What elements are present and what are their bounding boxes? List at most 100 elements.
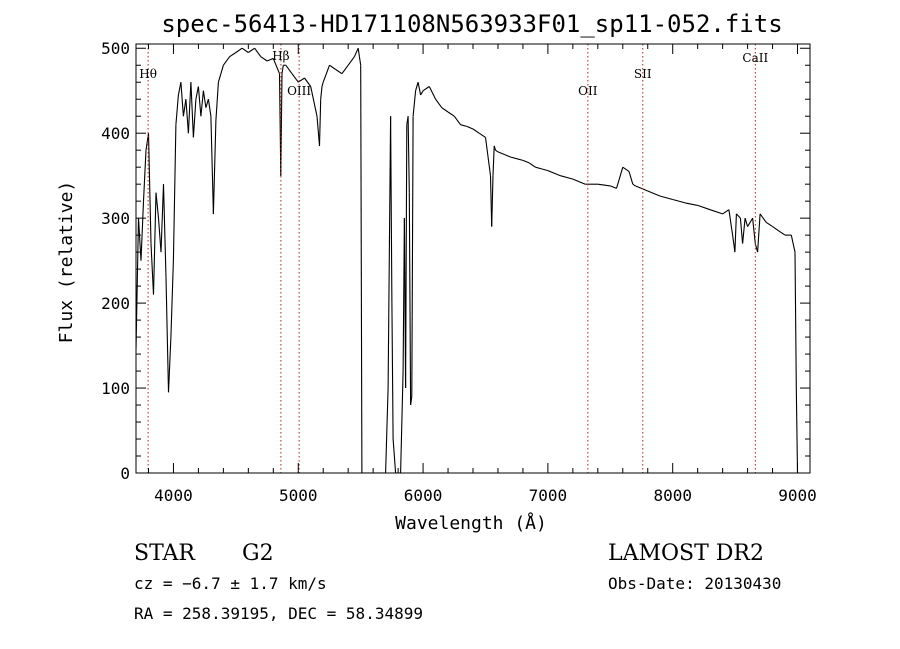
spectrum-segment bbox=[197, 86, 202, 117]
spectrum-segment bbox=[390, 116, 393, 304]
spectrum-segment bbox=[736, 213, 741, 219]
plot-frame bbox=[135, 43, 811, 474]
spectrum-segment bbox=[742, 218, 746, 244]
spectrum-segment bbox=[212, 120, 217, 214]
spectrum-layer bbox=[136, 47, 799, 473]
spectrum-segment bbox=[400, 371, 404, 473]
spectrum-segment bbox=[422, 86, 430, 92]
spectrum-segment bbox=[412, 90, 417, 117]
spectrum-segment bbox=[522, 159, 530, 164]
spectrum-segment bbox=[272, 58, 281, 74]
chart-title: spec-56413-HD171108N563933F01_sp11-052.f… bbox=[161, 10, 782, 38]
spectrum-segment bbox=[140, 201, 145, 261]
spectrum-segment bbox=[752, 218, 756, 244]
spectrum-segment bbox=[155, 192, 160, 219]
spectrum-segment bbox=[739, 218, 744, 244]
spectrum-segment bbox=[572, 178, 586, 185]
spectrum-segment bbox=[207, 99, 212, 117]
x-tick-label: 8000 bbox=[653, 486, 692, 505]
y-tick-label: 300 bbox=[101, 209, 130, 228]
spectrum-segment bbox=[162, 184, 167, 278]
spectrum-segment bbox=[266, 57, 274, 62]
spectrum-segment bbox=[175, 94, 179, 125]
spectrum-segment bbox=[142, 150, 147, 202]
spectrum-segment bbox=[229, 52, 237, 58]
y-tick-label: 200 bbox=[101, 294, 130, 313]
spectrum-segment bbox=[220, 65, 224, 74]
spectrum-segment bbox=[260, 56, 268, 62]
spectrum-segment bbox=[190, 82, 194, 138]
spectrum-segment bbox=[410, 396, 413, 406]
spectrum-segment bbox=[241, 47, 249, 53]
spectrum-segment bbox=[187, 82, 192, 134]
observation-date: Obs-Date: 20130430 bbox=[608, 574, 781, 593]
spectrum-segment bbox=[794, 252, 797, 389]
spectrum-segment bbox=[157, 218, 162, 253]
spectrum-segment bbox=[478, 132, 486, 138]
x-tick-label: 9000 bbox=[778, 486, 817, 505]
x-tick-label: 4000 bbox=[154, 486, 193, 505]
x-tick-label: 5000 bbox=[279, 486, 318, 505]
spectrum-segment bbox=[528, 162, 536, 168]
spectrum-segment bbox=[170, 260, 174, 338]
spectrum-segment bbox=[205, 99, 209, 108]
line-label: CaII bbox=[742, 51, 768, 65]
object-subclass: G2 bbox=[242, 541, 274, 566]
spectrum-segment bbox=[291, 73, 299, 83]
spectrum-segment bbox=[405, 124, 408, 389]
spectrum-segment bbox=[322, 65, 331, 83]
spectrum-segment bbox=[210, 116, 214, 214]
spectrum-segment bbox=[759, 213, 767, 223]
spectrum-segment bbox=[360, 65, 363, 473]
ra-dec: RA = 258.39195, DEC = 58.34899 bbox=[134, 604, 423, 623]
spectrum-segment bbox=[709, 209, 723, 215]
spectrum-segment bbox=[765, 221, 773, 228]
spectrum-segment bbox=[493, 145, 497, 151]
spectrum-segment bbox=[747, 217, 754, 227]
spectrum-segment bbox=[672, 198, 686, 204]
spectrum-segment bbox=[757, 213, 761, 253]
redshift-cz: cz = −6.7 ± 1.7 km/s bbox=[134, 574, 327, 593]
spectrum-segment bbox=[597, 183, 611, 187]
y-axis-label: Flux (relative) bbox=[56, 181, 77, 344]
survey-name: LAMOST DR2 bbox=[608, 541, 764, 566]
spectrum-segment bbox=[560, 175, 574, 180]
spectrum-segment bbox=[321, 82, 324, 87]
spectrum-segment bbox=[320, 86, 323, 100]
spectrum-segment bbox=[492, 145, 495, 176]
spectrum-segment bbox=[408, 192, 412, 406]
y-tick-label: 400 bbox=[101, 124, 130, 143]
spectrum-segment bbox=[217, 73, 222, 83]
spectrum-segment bbox=[428, 86, 437, 100]
spectrum-segment bbox=[734, 213, 737, 253]
spectrum-segment bbox=[310, 86, 318, 117]
spectrum-segment bbox=[358, 56, 362, 66]
spectrum-segment bbox=[281, 65, 284, 74]
spectrum-segment bbox=[235, 47, 243, 53]
spectrum-segment bbox=[510, 156, 517, 160]
spectrum-segment bbox=[329, 64, 337, 70]
spectrum-segment bbox=[177, 82, 182, 96]
y-tick-label: 500 bbox=[101, 39, 130, 58]
spectrum-segment bbox=[185, 99, 189, 134]
spectrum-segment bbox=[744, 217, 749, 227]
axes: 4000 5000 6000 7000 8000 9000 0 100 200 300 400 500 bbox=[101, 39, 817, 505]
spectrum-segment bbox=[447, 111, 455, 117]
spectrum-segment bbox=[772, 226, 780, 232]
spectrum-segment bbox=[411, 116, 414, 397]
spectrum-segment bbox=[150, 243, 155, 295]
spectrum-segment bbox=[254, 47, 262, 58]
spectrum-segment bbox=[215, 82, 219, 121]
spectrum-segment bbox=[516, 158, 524, 161]
spectrum-segment bbox=[387, 116, 392, 389]
spectrum-segment bbox=[697, 204, 711, 211]
spectrum-segment bbox=[491, 175, 494, 227]
line-label: OIII bbox=[287, 84, 311, 98]
spectrum-segment bbox=[472, 128, 480, 134]
spectrum-segment bbox=[202, 90, 207, 108]
spectrum-segment bbox=[160, 184, 165, 253]
spectrum-segment bbox=[435, 98, 443, 109]
spectrum-segment bbox=[420, 90, 424, 96]
spectrum-segment bbox=[335, 69, 343, 75]
